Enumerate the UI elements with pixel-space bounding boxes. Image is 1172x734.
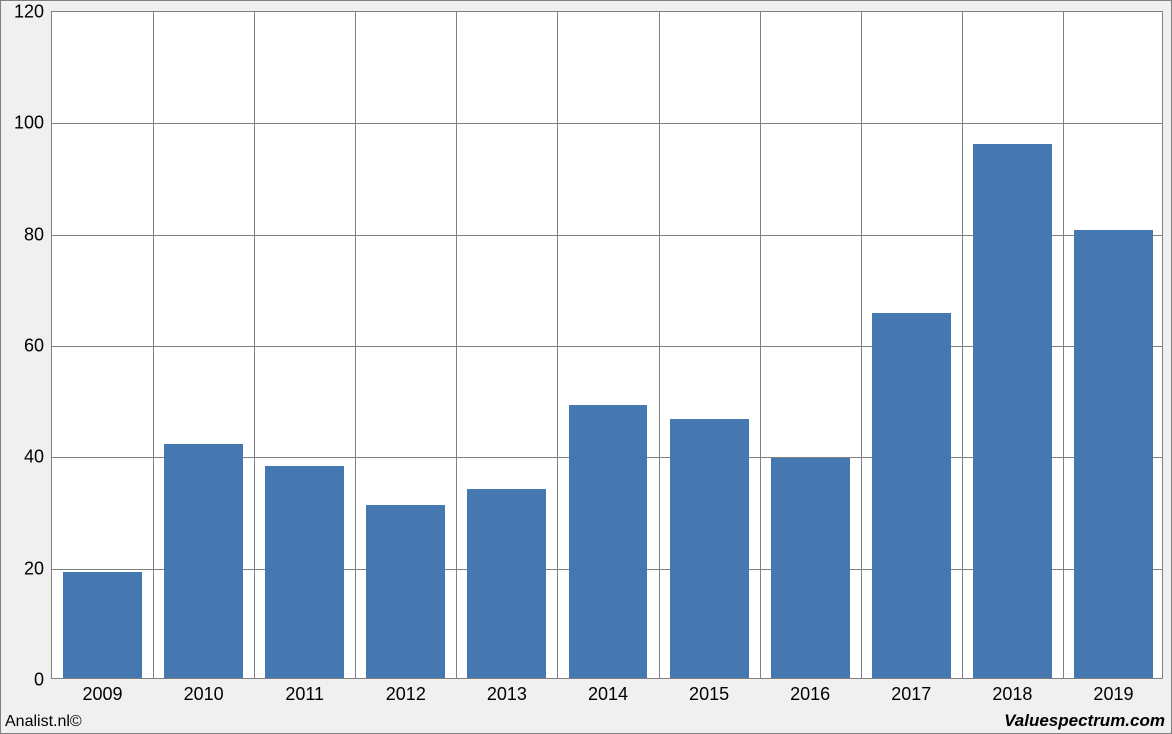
footer-left-label: Analist.nl© [5, 713, 82, 731]
x-axis-tick-label: 2010 [184, 678, 224, 705]
y-axis-tick-label: 80 [24, 224, 52, 245]
plot-area: 0204060801001202009201020112012201320142… [51, 11, 1163, 679]
y-axis-tick-label: 60 [24, 336, 52, 357]
y-axis-tick-label: 0 [34, 670, 52, 691]
x-axis-tick-label: 2017 [891, 678, 931, 705]
footer-right-label: Valuespectrum.com [1004, 711, 1165, 731]
grid-line-vertical [456, 12, 457, 678]
grid-line-vertical [153, 12, 154, 678]
bar [569, 405, 648, 678]
bar [670, 419, 749, 678]
x-axis-tick-label: 2013 [487, 678, 527, 705]
x-axis-tick-label: 2016 [790, 678, 830, 705]
x-axis-tick-label: 2019 [1093, 678, 1133, 705]
x-axis-tick-label: 2012 [386, 678, 426, 705]
grid-line-vertical [557, 12, 558, 678]
x-axis-tick-label: 2018 [992, 678, 1032, 705]
grid-line-vertical [1063, 12, 1064, 678]
grid-line-vertical [962, 12, 963, 678]
y-axis-tick-label: 40 [24, 447, 52, 468]
grid-line-horizontal [52, 123, 1162, 124]
bar [973, 144, 1052, 678]
grid-line-vertical [760, 12, 761, 678]
grid-line-vertical [254, 12, 255, 678]
chart-container: 0 20 40 60 80 100 120 2009 2010 2011 2012 2013 2014 2… [0, 0, 1172, 734]
bar [265, 466, 344, 678]
bar [164, 444, 243, 678]
grid-line-vertical [861, 12, 862, 678]
y-axis-tick-label: 20 [24, 558, 52, 579]
bar [366, 505, 445, 678]
grid-line-vertical [659, 12, 660, 678]
y-axis-tick-label: 100 [14, 113, 52, 134]
bar [63, 572, 142, 678]
bar [771, 458, 850, 678]
x-axis-tick-label: 2014 [588, 678, 628, 705]
x-axis-tick-label: 2009 [83, 678, 123, 705]
bar [467, 489, 546, 678]
bar [1074, 230, 1153, 678]
y-axis-tick-label: 120 [14, 2, 52, 23]
x-axis-tick-label: 2015 [689, 678, 729, 705]
grid-line-vertical [355, 12, 356, 678]
x-axis-tick-label: 2011 [285, 678, 324, 705]
bar [872, 313, 951, 678]
